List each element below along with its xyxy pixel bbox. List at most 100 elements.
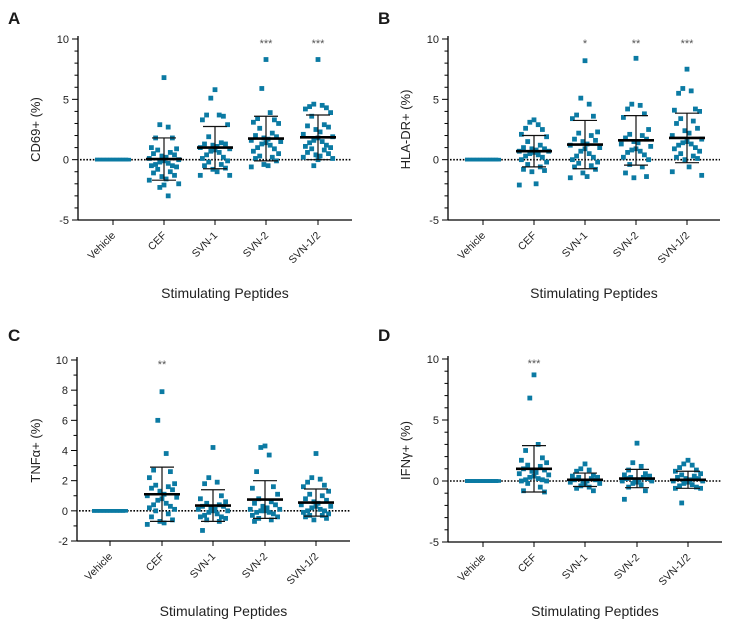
- data-point: [155, 166, 161, 172]
- data-point: [225, 122, 230, 128]
- data-point: [465, 157, 469, 162]
- data-point: [227, 172, 233, 178]
- data-point: [574, 112, 579, 118]
- data-point: [146, 177, 152, 183]
- data-point: [672, 107, 677, 113]
- data-point: [303, 514, 308, 520]
- panel-letter: D: [378, 326, 390, 345]
- data-point: [223, 165, 228, 171]
- y-tick-label: 0: [62, 506, 68, 518]
- data-point: [525, 462, 531, 468]
- data-point: [678, 116, 684, 122]
- data-point: [681, 461, 687, 467]
- data-point: [576, 130, 582, 136]
- data-point: [638, 482, 644, 488]
- data-point: [540, 154, 545, 160]
- data-point: [572, 164, 577, 170]
- data-point: [586, 151, 592, 157]
- data-point: [481, 479, 486, 483]
- data-point: [195, 506, 201, 512]
- data-point: [326, 488, 331, 494]
- data-point: [619, 478, 625, 484]
- data-point: [630, 460, 636, 466]
- data-point: [155, 417, 161, 423]
- data-point: [309, 146, 315, 152]
- data-point: [101, 157, 106, 162]
- data-point: [274, 134, 279, 140]
- data-point: [265, 163, 271, 169]
- data-point: [468, 157, 472, 162]
- data-point: [629, 147, 635, 153]
- data-point: [161, 520, 167, 526]
- data-point: [258, 508, 264, 514]
- data-point: [623, 170, 628, 176]
- data-point: [622, 496, 627, 502]
- data-point: [167, 150, 173, 155]
- data-point: [252, 500, 257, 506]
- data-point: [165, 160, 171, 166]
- data-point: [519, 157, 524, 163]
- panel-d: D 10 5 0 -5 IFNγ+ (%) Vehicle CEF SVN-1 SVN-2 SVN-…: [378, 326, 722, 619]
- data-point: [208, 148, 214, 154]
- data-point: [278, 139, 284, 144]
- data-point: [625, 150, 630, 155]
- data-point: [677, 465, 682, 470]
- data-point: [170, 487, 175, 493]
- data-point: [523, 477, 528, 483]
- data-point: [202, 163, 207, 169]
- data-point: [319, 512, 325, 518]
- data-point: [214, 479, 220, 485]
- data-point: [301, 484, 306, 490]
- data-point: [691, 473, 697, 479]
- data-point: [163, 500, 169, 506]
- x-tick-label: SVN-1: [560, 230, 590, 260]
- data-point: [570, 116, 575, 122]
- data-point: [676, 90, 681, 96]
- data-point: [202, 141, 207, 147]
- panel-a: A 10 5 0 -5 CD69+ (%) Vehicle CEF SVN-1 SVN-2 SVN-…: [8, 9, 352, 301]
- data-point: [525, 162, 531, 167]
- data-point: [223, 141, 228, 147]
- data-point: [574, 485, 579, 491]
- data-point: [529, 146, 535, 152]
- data-point: [153, 508, 159, 514]
- series-svn-1-2: [669, 66, 705, 178]
- data-point: [223, 515, 228, 521]
- data-point: [251, 148, 256, 154]
- data-point: [254, 469, 259, 475]
- data-point: [255, 145, 260, 150]
- data-point: [677, 483, 682, 489]
- data-point: [474, 157, 479, 162]
- x-tick-label: Vehicle: [456, 552, 489, 585]
- series-svn-2: [247, 443, 283, 524]
- data-point: [204, 152, 209, 158]
- data-point: [637, 102, 643, 108]
- data-point: [149, 163, 154, 169]
- y-tick-label: 6: [62, 415, 68, 427]
- significance-marker: **: [632, 38, 641, 50]
- data-point: [675, 474, 680, 480]
- data-point: [202, 512, 207, 518]
- data-point: [516, 471, 522, 477]
- data-point: [578, 95, 584, 101]
- data-point: [258, 445, 264, 450]
- data-point: [699, 172, 705, 178]
- data-point: [580, 139, 586, 144]
- data-point: [311, 163, 317, 169]
- data-point: [669, 169, 675, 175]
- data-point: [324, 497, 329, 503]
- data-point: [540, 455, 545, 461]
- data-point: [535, 122, 541, 128]
- series-vehicle: [465, 479, 501, 483]
- data-point: [275, 491, 280, 497]
- data-point: [108, 157, 112, 162]
- data-point: [159, 389, 165, 395]
- x-tick-label: CEF: [146, 230, 169, 253]
- x-tick-label: Vehicle: [86, 230, 119, 263]
- data-point: [621, 115, 626, 120]
- data-point: [212, 87, 218, 93]
- panel-c: C 10 8 6 4 2 0 -2 TNFα+ (%) Vehicle CEF SVN-1 SVN-2 S…: [8, 326, 350, 619]
- data-point: [465, 479, 469, 483]
- y-tick-label: -5: [429, 537, 439, 549]
